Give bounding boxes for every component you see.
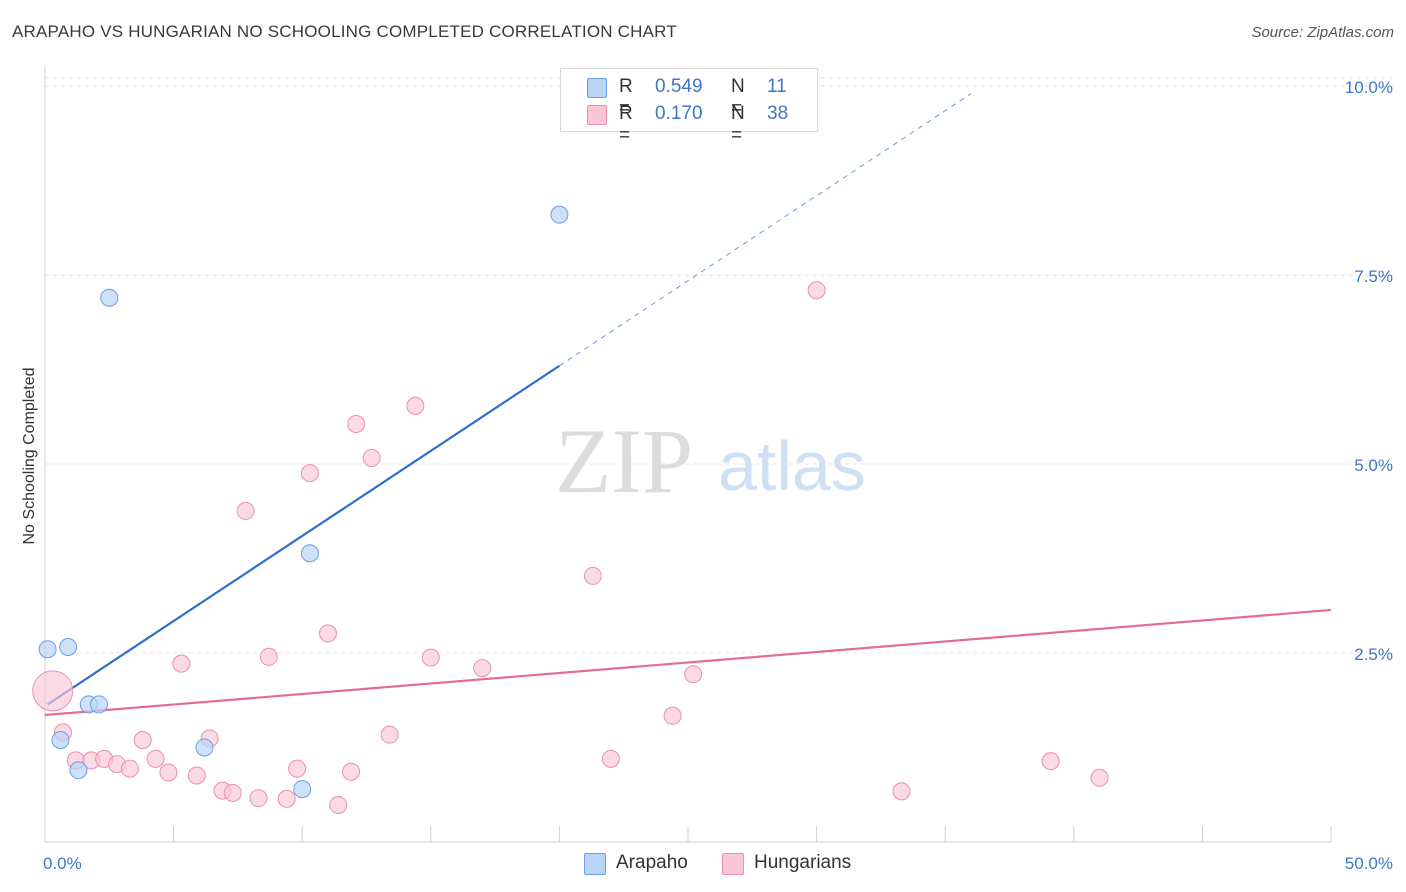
watermark-zip: ZIP bbox=[555, 410, 693, 512]
data-point-arapaho bbox=[90, 695, 109, 714]
legend-r-value: 0.549 bbox=[655, 76, 703, 97]
data-point-arapaho bbox=[69, 761, 88, 780]
legend-swatch-arapaho bbox=[587, 78, 607, 98]
legend-n-value: 38 bbox=[767, 103, 789, 124]
legend-swatch-hungarians bbox=[587, 105, 607, 125]
data-point-arapaho bbox=[51, 730, 70, 749]
trend-line-arapaho-extension bbox=[559, 93, 972, 367]
data-point-hungarians bbox=[421, 648, 440, 667]
bottom-legend-label-hungarians: Hungarians bbox=[754, 852, 852, 873]
watermark-atlas: atlas bbox=[718, 427, 866, 505]
y-tick-labels: 2.5% 5.0% 7.5% 10.0% bbox=[1345, 78, 1393, 664]
data-point-hungarians bbox=[473, 659, 492, 678]
data-point-hungarians bbox=[329, 795, 348, 814]
correlation-legend: R = 0.549 N = 11 R = 0.170 N = 38 bbox=[560, 68, 818, 146]
data-point-hungarians bbox=[892, 782, 911, 801]
chart-title: ARAPAHO VS HUNGARIAN NO SCHOOLING COMPLE… bbox=[12, 22, 677, 41]
data-point-hungarians bbox=[663, 706, 682, 725]
data-point-hungarians bbox=[223, 783, 242, 802]
data-point-arapaho bbox=[38, 640, 57, 659]
data-point-hungarians bbox=[807, 281, 826, 300]
data-point-hungarians bbox=[342, 762, 361, 781]
data-point-hungarians bbox=[133, 730, 152, 749]
data-point-arapaho bbox=[100, 288, 119, 307]
legend-r-value: 0.170 bbox=[655, 103, 703, 124]
data-point-hungarians bbox=[187, 766, 206, 785]
data-point-arapaho bbox=[300, 544, 319, 563]
data-point-arapaho bbox=[550, 205, 569, 224]
data-point-arapaho bbox=[293, 780, 312, 799]
y-tick-label: 5.0% bbox=[1354, 456, 1393, 475]
bottom-legend-swatch-hungarians bbox=[722, 853, 744, 875]
gridlines bbox=[45, 77, 1393, 654]
data-point-hungarians bbox=[159, 763, 178, 782]
data-point-hungarians bbox=[601, 749, 620, 768]
data-point-hungarians bbox=[120, 759, 139, 778]
data-point-hungarians bbox=[1090, 768, 1109, 787]
data-point-arapaho bbox=[59, 637, 78, 656]
data-point-hungarians bbox=[32, 670, 74, 712]
data-point-hungarians bbox=[583, 566, 602, 585]
trend-line-hungarians bbox=[44, 608, 1332, 717]
x-tick-label-max: 50.0% bbox=[1345, 854, 1393, 873]
data-point-hungarians bbox=[380, 725, 399, 744]
data-point-hungarians bbox=[236, 501, 255, 520]
data-point-hungarians bbox=[1041, 752, 1060, 771]
data-point-hungarians bbox=[318, 624, 337, 643]
data-point-hungarians bbox=[172, 654, 191, 673]
y-tick-label: 7.5% bbox=[1354, 267, 1393, 286]
data-point-hungarians bbox=[362, 449, 381, 468]
bottom-legend-swatch-arapaho bbox=[584, 853, 606, 875]
data-point-hungarians bbox=[406, 396, 425, 415]
data-point-hungarians bbox=[146, 749, 165, 768]
data-points bbox=[32, 205, 1109, 814]
trend-lines bbox=[44, 93, 1332, 717]
legend-n-label: N = bbox=[731, 103, 745, 146]
y-tick-label: 2.5% bbox=[1354, 645, 1393, 664]
legend-r-label: R = bbox=[619, 103, 633, 146]
data-point-hungarians bbox=[300, 464, 319, 483]
bottom-legend-label-arapaho: Arapaho bbox=[616, 852, 688, 873]
y-axis-title: No Schooling Completed bbox=[21, 368, 38, 545]
data-point-hungarians bbox=[259, 647, 278, 666]
data-point-hungarians bbox=[347, 414, 366, 433]
data-point-hungarians bbox=[249, 789, 268, 808]
legend-r-label: R = bbox=[619, 76, 633, 119]
data-point-hungarians bbox=[684, 665, 703, 684]
data-point-arapaho bbox=[195, 738, 214, 757]
y-tick-label: 10.0% bbox=[1345, 78, 1393, 97]
data-point-hungarians bbox=[277, 789, 296, 808]
legend-n-value: 11 bbox=[767, 76, 787, 97]
axes bbox=[44, 65, 1332, 843]
trend-line-arapaho bbox=[46, 364, 561, 706]
chart-source: Source: ZipAtlas.com bbox=[1251, 24, 1394, 41]
x-tick-label-min: 0.0% bbox=[43, 854, 82, 873]
legend-n-label: N = bbox=[731, 76, 745, 119]
data-point-hungarians bbox=[288, 759, 307, 778]
